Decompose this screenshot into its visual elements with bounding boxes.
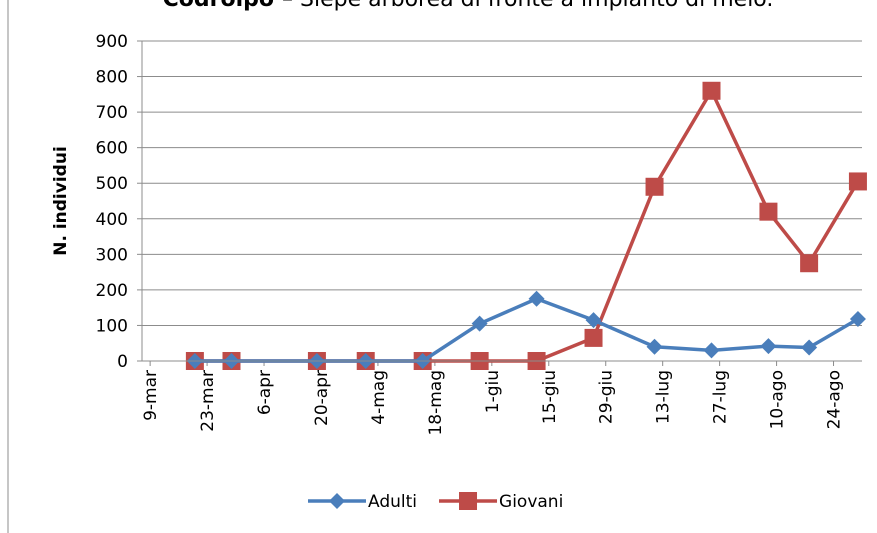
y-tick-label: 900 [96, 32, 128, 52]
y-tick-label: 300 [96, 245, 128, 265]
x-tick-label: 23-mar [198, 370, 218, 432]
point [645, 177, 664, 196]
point [702, 81, 721, 100]
title-bold: Codroipo [163, 0, 274, 12]
y-tick-label: 100 [96, 316, 128, 336]
legend-label: Giovani [499, 492, 563, 512]
x-tick-label: 10-ago [768, 370, 788, 429]
point [801, 339, 818, 356]
y-tick-label: 800 [96, 68, 128, 88]
y-tick-label: 400 [96, 210, 128, 230]
y-tick-label: 700 [96, 103, 128, 123]
y-tick-label: 200 [96, 281, 128, 301]
y-tick-label: 600 [96, 139, 128, 159]
point [646, 338, 663, 355]
point [585, 312, 602, 329]
point [759, 202, 778, 221]
point [528, 290, 545, 307]
x-tick-label: 6-apr [255, 370, 275, 415]
point [760, 338, 777, 355]
x-tick-label: 15-giu [540, 370, 560, 424]
point [800, 254, 819, 273]
x-tick-label: 24-ago [825, 370, 845, 429]
chart-title: Codroipo – Siepe arborea di fronte a impi… [163, 0, 774, 12]
chart-frame [7, 0, 9, 533]
y-tick-label: 500 [96, 174, 128, 194]
y-axis-label: N. individui [51, 146, 71, 256]
point [703, 342, 720, 359]
x-tick-label: 4-mag [369, 370, 389, 425]
legend-label: Adulti [368, 492, 417, 512]
series-line [194, 297, 859, 363]
x-tick-label: 1-giu [483, 370, 503, 413]
point [584, 328, 603, 347]
x-tick-label: 27-lug [711, 370, 731, 424]
x-tick-label: 29-giu [597, 370, 617, 424]
legend-marker [329, 493, 345, 509]
legend: Adulti Giovani [308, 492, 563, 512]
x-tick-label: 13-lug [654, 370, 674, 424]
point [471, 315, 488, 332]
point [849, 311, 866, 328]
legend-marker [459, 492, 478, 510]
series-line [194, 89, 860, 363]
x-tick-label: 20-apr [312, 370, 332, 426]
point [848, 172, 867, 191]
x-tick-label: 18-mag [426, 370, 446, 436]
title-rest: – Siepe arborea di fronte a impianto di … [282, 0, 773, 12]
y-tick-label: 0 [117, 352, 128, 372]
x-tick-label: 9-mar [141, 370, 161, 421]
